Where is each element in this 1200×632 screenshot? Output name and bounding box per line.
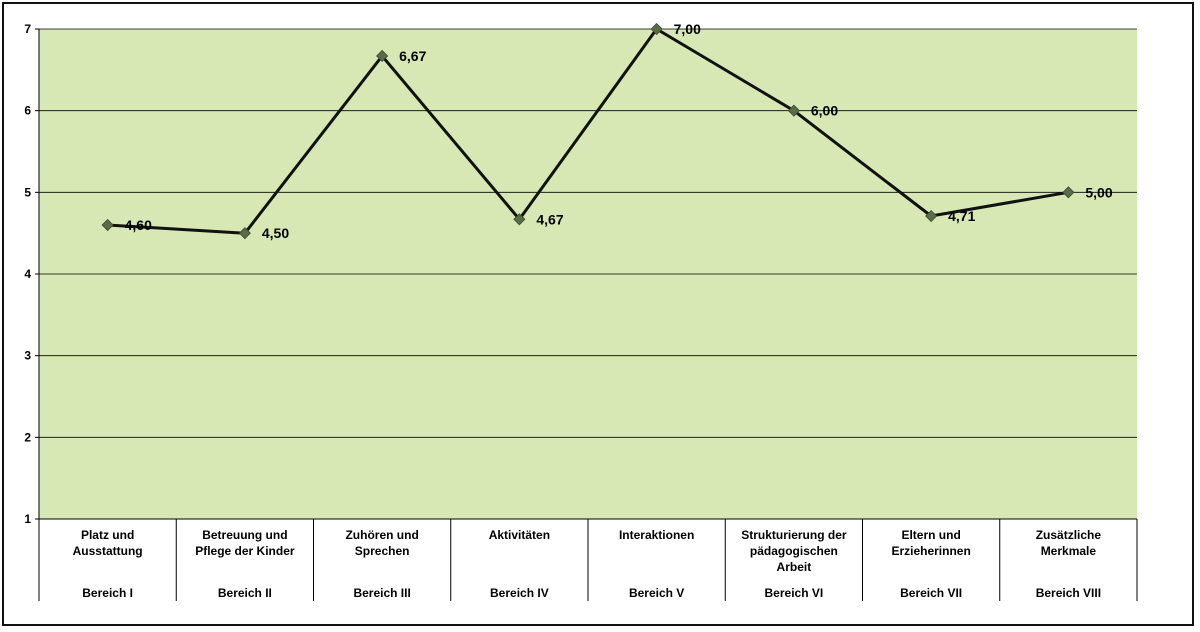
category-label: Ausstattung — [73, 544, 143, 558]
y-tick-label: 5 — [24, 185, 31, 199]
data-label: 4,67 — [536, 211, 563, 227]
data-point-marker — [238, 227, 251, 240]
y-axis-ticks: 1 2 3 4 5 6 7 — [24, 22, 39, 526]
y-tick-label: 4 — [24, 267, 31, 281]
category-group-label: Bereich II — [218, 586, 272, 600]
data-point-marker — [513, 213, 526, 226]
data-labels: 4,60 4,50 6,67 4,67 7,00 6,00 4,71 5,00 — [125, 21, 1113, 241]
y-tick-label: 2 — [24, 430, 31, 444]
category-group-label: Bereich VIII — [1036, 586, 1101, 600]
data-label: 4,50 — [262, 225, 289, 241]
y-tick-label: 7 — [24, 22, 31, 36]
gridlines — [39, 28, 1137, 438]
data-label: 7,00 — [674, 21, 701, 37]
category-label: Sprechen — [355, 544, 410, 558]
y-tick-label: 1 — [24, 512, 31, 526]
line-chart: 1 2 3 4 5 6 7 Platz und Ausstattung Bereich I Bet… — [24, 21, 1138, 601]
category-group-label: Bereich VI — [765, 586, 824, 600]
category-label: Interaktionen — [619, 528, 694, 542]
data-point-marker — [1062, 186, 1075, 199]
data-point-marker — [101, 218, 114, 232]
data-label: 4,71 — [948, 208, 975, 224]
data-point-marker — [650, 22, 663, 36]
category-group-label: Bereich V — [629, 586, 684, 600]
category-label: Platz und — [81, 528, 134, 542]
category-axis: Platz und Ausstattung Bereich I Betreuung u… — [38, 29, 1138, 601]
data-markers — [101, 22, 1075, 240]
category-group-label: Bereich IV — [490, 586, 549, 600]
data-point-marker — [787, 104, 800, 117]
series-line — [107, 27, 1069, 235]
data-label: 6,00 — [811, 103, 838, 119]
category-group-label: Bereich III — [353, 586, 410, 600]
category-label: Zusätzliche — [1036, 528, 1102, 542]
data-label: 6,67 — [399, 48, 426, 64]
data-label: 4,60 — [125, 217, 152, 233]
category-label: Strukturierung der — [741, 528, 847, 542]
category-label: Erzieherinnen — [891, 544, 970, 558]
category-label: pädagogischen — [750, 544, 838, 558]
category-label: Merkmale — [1041, 544, 1097, 558]
y-tick-label: 6 — [24, 104, 31, 118]
data-point-marker — [925, 209, 938, 223]
data-point-marker — [376, 49, 389, 63]
y-tick-label: 3 — [24, 349, 31, 363]
category-label: Betreuung und — [202, 528, 287, 542]
category-label: Zuhören und — [345, 528, 418, 542]
data-label: 5,00 — [1085, 184, 1112, 200]
category-label: Arbeit — [777, 560, 812, 574]
category-group-label: Bereich VII — [900, 586, 962, 600]
category-label: Aktivitäten — [489, 528, 550, 542]
category-label: Eltern und — [901, 528, 960, 542]
category-group-label: Bereich I — [82, 586, 133, 600]
category-label: Pflege der Kinder — [195, 544, 295, 558]
